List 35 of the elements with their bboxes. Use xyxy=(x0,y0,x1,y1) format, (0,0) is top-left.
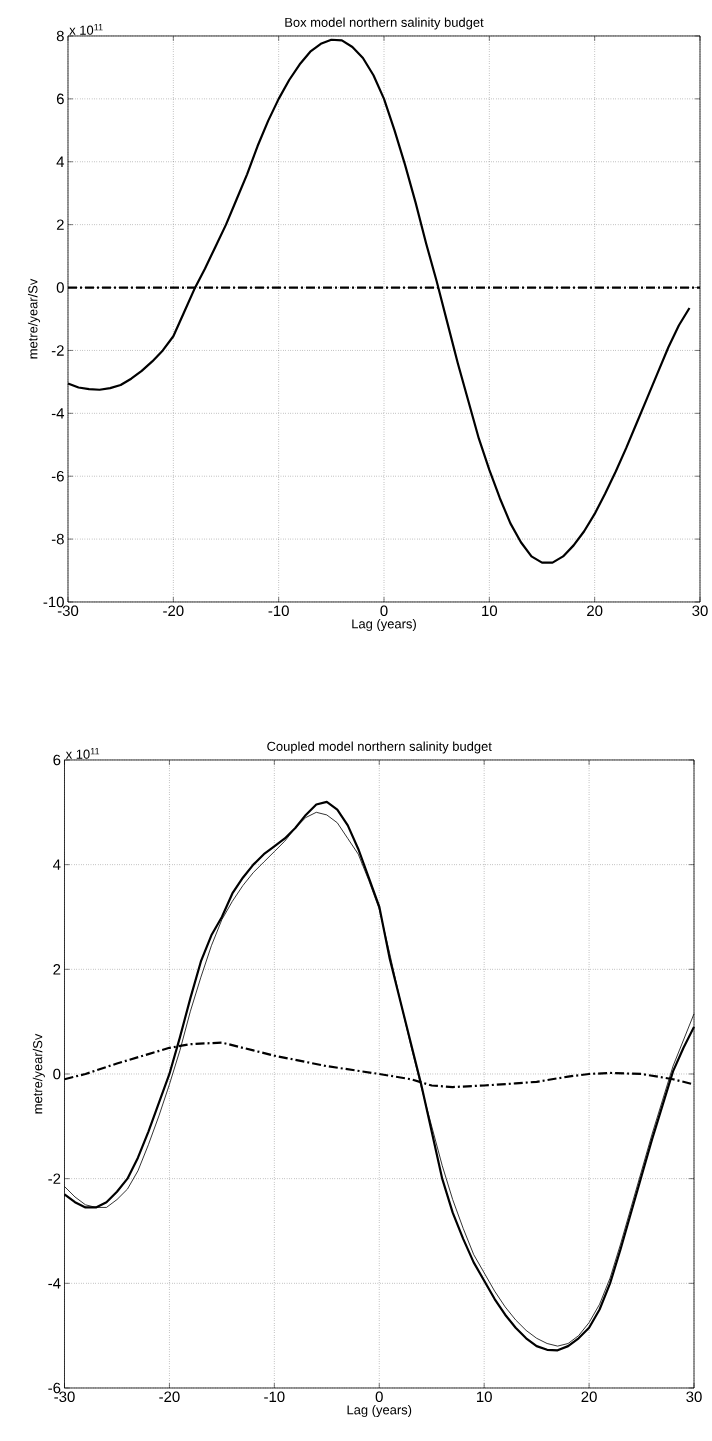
text: x 10$^{11}$ xyxy=(66,748,100,759)
text: x 10$^{11}$ xyxy=(69,24,103,35)
x-tick-label: 10 xyxy=(477,1391,493,1403)
y-tick-label: 2 xyxy=(57,219,64,230)
y-tick-label: 4 xyxy=(56,156,65,167)
y-tick-label: -6 xyxy=(52,470,65,482)
x-tick-label: 0 xyxy=(380,605,388,617)
y-tick-label: -4 xyxy=(52,408,65,419)
x-tick-label: 30 xyxy=(692,605,708,617)
y-tick-label: 8 xyxy=(57,30,65,42)
y-tick-label: -2 xyxy=(48,1173,61,1184)
y-tick-label: -2 xyxy=(52,345,64,356)
chart-title: Box model northern salinity budget xyxy=(285,17,484,30)
y-axis-title: metre/year/Sv xyxy=(32,1033,46,1114)
x-tick-label: -10 xyxy=(268,605,290,617)
x-tick-label: 30 xyxy=(686,1391,702,1403)
y-tick-label: 6 xyxy=(57,93,65,105)
x-tick-label: -20 xyxy=(159,1391,180,1403)
y-tick-label: 0 xyxy=(56,282,65,293)
x-tick-label: 20 xyxy=(587,605,603,617)
y-tick-label: 0 xyxy=(53,1068,61,1080)
y-axis-title: metre/year/Sv xyxy=(28,278,41,359)
y-tick-label: -4 xyxy=(48,1278,61,1289)
y-tick-label: 4 xyxy=(53,859,61,870)
y-tick-label: 6 xyxy=(53,754,61,766)
x-tick-label: -20 xyxy=(163,605,184,617)
y-tick-label: -8 xyxy=(52,533,65,545)
x-tick-label: 10 xyxy=(482,605,498,617)
x-tick-label: 0 xyxy=(375,1391,383,1403)
y-tick-label: 2 xyxy=(53,964,61,975)
chart-title: Coupled model northern salinity budget xyxy=(267,741,492,754)
x-axis-title: Lag (years) xyxy=(352,618,417,631)
x-tick-label: -10 xyxy=(264,1391,285,1403)
x-axis-title: Lag (years) xyxy=(347,1404,412,1417)
x-tick-label: 20 xyxy=(581,1391,597,1403)
